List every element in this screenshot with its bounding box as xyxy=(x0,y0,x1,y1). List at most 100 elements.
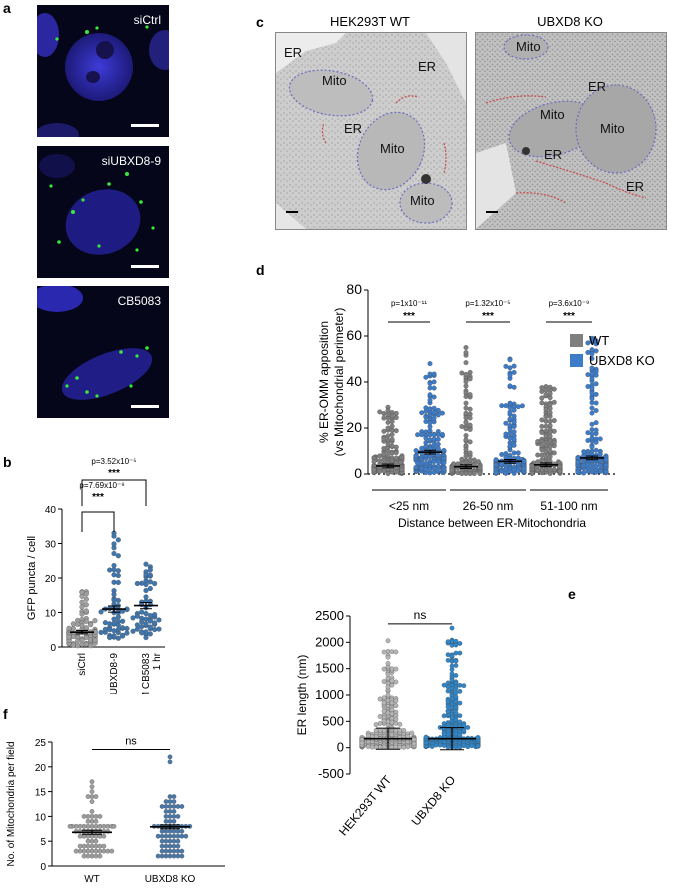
data-point xyxy=(159,833,165,839)
data-point xyxy=(511,424,517,430)
data-point xyxy=(435,436,441,442)
data-point xyxy=(93,794,99,799)
data-point xyxy=(163,848,169,854)
data-point xyxy=(101,843,107,849)
data-point xyxy=(467,457,473,463)
y-tick-label: 60 xyxy=(346,327,362,343)
data-point xyxy=(419,466,425,472)
data-point xyxy=(365,732,371,738)
data-point xyxy=(171,853,177,859)
data-point xyxy=(139,609,145,615)
data-point xyxy=(411,737,417,742)
data-point xyxy=(415,432,421,438)
data-point xyxy=(102,620,108,626)
data-point xyxy=(585,372,591,378)
scale-bar xyxy=(131,124,159,127)
data-point xyxy=(163,799,169,804)
data-point xyxy=(589,410,595,416)
data-point xyxy=(585,340,591,346)
data-point xyxy=(93,848,99,854)
data-point xyxy=(435,459,441,465)
data-point xyxy=(79,623,85,629)
data-point xyxy=(143,611,149,617)
x-group-label: 26-50 nm xyxy=(463,499,514,513)
data-point xyxy=(543,454,549,460)
data-point xyxy=(593,400,599,406)
data-point xyxy=(427,361,433,367)
data-point xyxy=(167,853,173,859)
data-point xyxy=(467,406,473,412)
data-point xyxy=(467,471,473,477)
data-point xyxy=(147,631,153,637)
data-point xyxy=(441,731,447,737)
data-point xyxy=(171,833,177,839)
data-point xyxy=(543,418,549,424)
data-point xyxy=(455,470,461,476)
data-point xyxy=(449,671,455,677)
data-point xyxy=(453,744,459,750)
data-point xyxy=(593,369,599,375)
data-point xyxy=(423,414,429,420)
data-point xyxy=(389,436,395,442)
data-point xyxy=(575,459,581,465)
data-point xyxy=(393,415,399,421)
data-point xyxy=(115,627,121,633)
data-point xyxy=(457,744,463,750)
data-point xyxy=(175,833,181,839)
data-point xyxy=(547,458,553,464)
data-point xyxy=(515,455,521,461)
data-point xyxy=(585,430,591,436)
data-point xyxy=(171,814,177,819)
data-point xyxy=(519,403,525,409)
x-tick-label-line: 1 hr xyxy=(152,652,163,670)
data-point xyxy=(463,379,469,385)
data-point xyxy=(543,392,549,398)
data-point xyxy=(445,708,451,714)
data-point xyxy=(603,457,609,463)
data-point xyxy=(83,634,89,641)
data-point xyxy=(439,431,445,437)
y-tick-label: 80 xyxy=(346,281,362,297)
data-point xyxy=(507,383,513,389)
data-point xyxy=(551,418,557,424)
x-tick-label: 5μM CB50831 hr xyxy=(141,652,163,694)
data-point xyxy=(399,466,405,472)
data-point xyxy=(589,385,595,391)
data-point xyxy=(101,848,107,854)
y-tick-label: 10 xyxy=(45,609,57,620)
data-point xyxy=(97,843,103,849)
data-point xyxy=(159,848,165,854)
data-point xyxy=(389,666,395,672)
data-point xyxy=(589,351,595,357)
y-tick-label: 0 xyxy=(354,465,362,481)
data-point xyxy=(449,638,455,644)
data-point xyxy=(111,591,117,597)
data-point xyxy=(499,468,505,474)
data-point xyxy=(453,717,459,722)
data-point xyxy=(111,597,117,603)
data-point xyxy=(457,732,463,738)
data-point xyxy=(167,848,173,854)
data-point xyxy=(389,682,395,688)
data-point xyxy=(111,823,117,829)
data-point xyxy=(431,459,437,465)
data-point xyxy=(385,710,391,716)
data-point xyxy=(441,456,447,461)
data-point xyxy=(385,425,391,431)
x-axis-label: Distance between ER-Mitochondria xyxy=(398,516,586,530)
y-tick-label: 0 xyxy=(40,862,46,873)
data-point xyxy=(453,663,459,668)
p-value-label: p=7.69x10⁻⁹ xyxy=(79,481,124,490)
data-point xyxy=(435,452,441,458)
panel-label-c: c xyxy=(256,14,264,30)
data-point xyxy=(539,385,545,391)
data-point xyxy=(167,819,173,824)
data-point xyxy=(155,853,161,859)
p-value-label: p=3.52x10⁻⁵ xyxy=(91,457,136,466)
data-point xyxy=(85,819,91,824)
data-point xyxy=(377,409,383,415)
y-tick-label: 0 xyxy=(50,643,56,654)
data-point xyxy=(365,744,371,749)
data-point xyxy=(115,579,121,586)
data-point xyxy=(431,442,437,448)
